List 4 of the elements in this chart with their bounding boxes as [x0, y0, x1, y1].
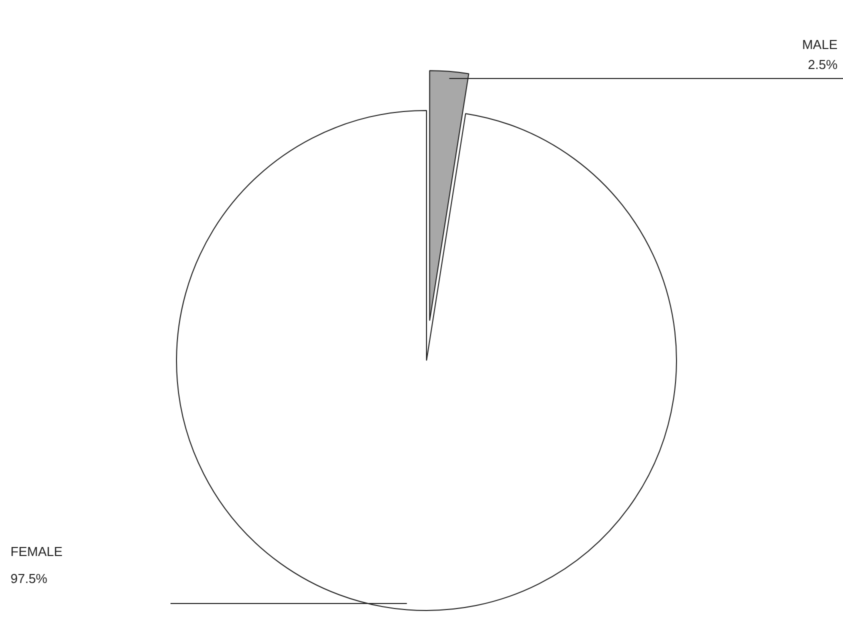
data-label: 2.5%	[808, 57, 838, 72]
data-label: 97.5%	[10, 571, 48, 586]
slice-label: FEMALE	[10, 544, 63, 559]
slice-label: MALE	[802, 37, 838, 52]
